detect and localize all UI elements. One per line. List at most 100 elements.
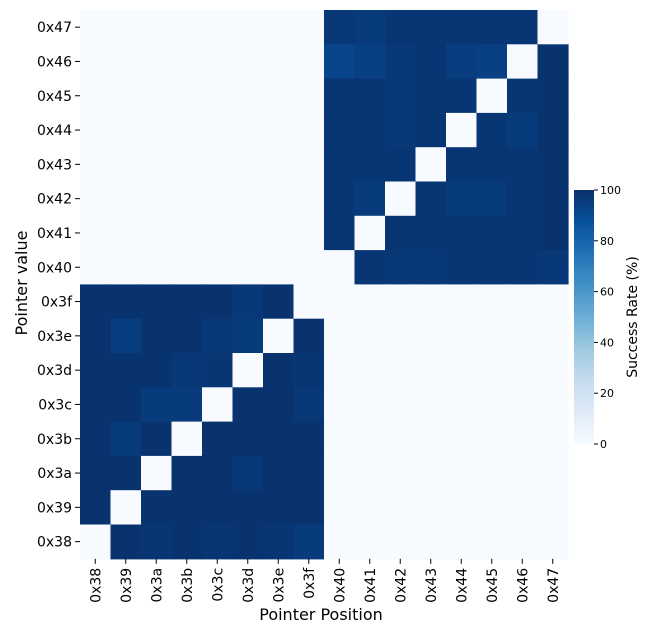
heatmap-cell (202, 181, 234, 217)
heatmap-cell (415, 284, 447, 320)
heatmap-cell (80, 318, 112, 354)
heatmap-cell (537, 147, 569, 183)
heatmap-cell (385, 524, 417, 560)
heatmap-cell (537, 490, 569, 526)
heatmap-cell (385, 147, 417, 183)
heatmap-cell (202, 78, 234, 114)
x-tick-label: 0x3a (149, 568, 165, 603)
heatmap-cell (385, 78, 417, 114)
heatmap-cell (324, 455, 356, 491)
heatmap-cell (476, 112, 508, 148)
heatmap-cell (80, 147, 112, 183)
heatmap-cell (324, 284, 356, 320)
heatmap-cell (507, 524, 539, 560)
x-tick-label: 0x40 (332, 568, 348, 603)
heatmap-cell (171, 421, 203, 457)
heatmap-cell (171, 490, 203, 526)
heatmap-cell (476, 181, 508, 217)
heatmap-cell (293, 250, 325, 285)
heatmap-cell (324, 524, 356, 560)
y-tick-label: 0x3b (37, 432, 72, 448)
heatmap-cell (385, 215, 417, 251)
heatmap-cell (415, 455, 447, 491)
heatmap-cell (80, 524, 112, 560)
heatmap-cell (293, 147, 325, 183)
heatmap-cell (324, 387, 356, 423)
heatmap-cell (80, 78, 112, 114)
heatmap-cell (385, 318, 417, 354)
heatmap-cell (385, 490, 417, 526)
heatmap-cell (385, 10, 417, 45)
heatmap-cell (232, 181, 264, 217)
heatmap-cell (202, 318, 234, 354)
heatmap-cell (446, 421, 478, 457)
heatmap-cell (446, 284, 478, 320)
heatmap-cell (80, 181, 112, 217)
x-axis-title: Pointer Position (259, 605, 383, 624)
heatmap-cell (110, 250, 142, 285)
colorbar-tick-label: 100 (600, 184, 621, 197)
heatmap-cell (171, 284, 203, 320)
y-tick-label: 0x3f (41, 295, 73, 311)
heatmap-cell (80, 44, 112, 80)
heatmap-cell (476, 490, 508, 526)
heatmap-cell (110, 112, 142, 148)
heatmap-cell (141, 44, 173, 80)
heatmap-cell (141, 524, 173, 560)
heatmap-cell (263, 284, 295, 320)
heatmap-cell (446, 181, 478, 217)
heatmap-cell (232, 524, 264, 560)
heatmap-cell (202, 215, 234, 251)
heatmap-cell (293, 112, 325, 148)
heatmap-cell (171, 250, 203, 285)
heatmap-cell (202, 44, 234, 80)
heatmap-cell (171, 215, 203, 251)
heatmap-cells (80, 10, 569, 560)
heatmap-cell (171, 181, 203, 217)
colorbar: 0 20 40 60 80 100 Success Rate (%) (574, 184, 641, 451)
heatmap-cell (141, 78, 173, 114)
heatmap-cell (507, 250, 539, 285)
heatmap-cell (141, 421, 173, 457)
heatmap-cell (476, 250, 508, 285)
heatmap-cell (537, 10, 569, 45)
heatmap-cell (476, 78, 508, 114)
heatmap-cell (324, 215, 356, 251)
heatmap-cell (232, 353, 264, 388)
heatmap-cell (110, 215, 142, 251)
colorbar-scale (574, 190, 594, 444)
heatmap-cell (476, 318, 508, 354)
y-tick-label: 0x45 (37, 89, 72, 105)
x-tick-label: 0x3d (241, 568, 257, 603)
heatmap-cell (110, 490, 142, 526)
heatmap-cell (263, 215, 295, 251)
y-tick-label: 0x38 (37, 535, 72, 551)
heatmap-cell (171, 44, 203, 80)
heatmap-cell (476, 10, 508, 45)
heatmap-cell (354, 353, 386, 388)
heatmap-cell (537, 215, 569, 251)
x-tick-label: 0x3b (180, 568, 196, 603)
heatmap-cell (476, 215, 508, 251)
heatmap-cell (80, 284, 112, 320)
heatmap-cell (141, 284, 173, 320)
heatmap-cell (110, 318, 142, 354)
heatmap-cell (537, 387, 569, 423)
heatmap-cell (263, 78, 295, 114)
heatmap-cell (354, 524, 386, 560)
y-tick-label: 0x3a (37, 466, 72, 482)
heatmap-cell (507, 421, 539, 457)
heatmap-cell (324, 318, 356, 354)
heatmap-cell (293, 181, 325, 217)
x-tick-label: 0x47 (546, 568, 562, 603)
y-tick-label: 0x39 (37, 500, 72, 516)
heatmap-cell (141, 250, 173, 285)
heatmap-cell (171, 318, 203, 354)
heatmap-cell (324, 490, 356, 526)
heatmap-cell (293, 284, 325, 320)
heatmap-cell (80, 387, 112, 423)
heatmap-cell (263, 181, 295, 217)
heatmap-cell (202, 284, 234, 320)
heatmap-cell (537, 353, 569, 388)
